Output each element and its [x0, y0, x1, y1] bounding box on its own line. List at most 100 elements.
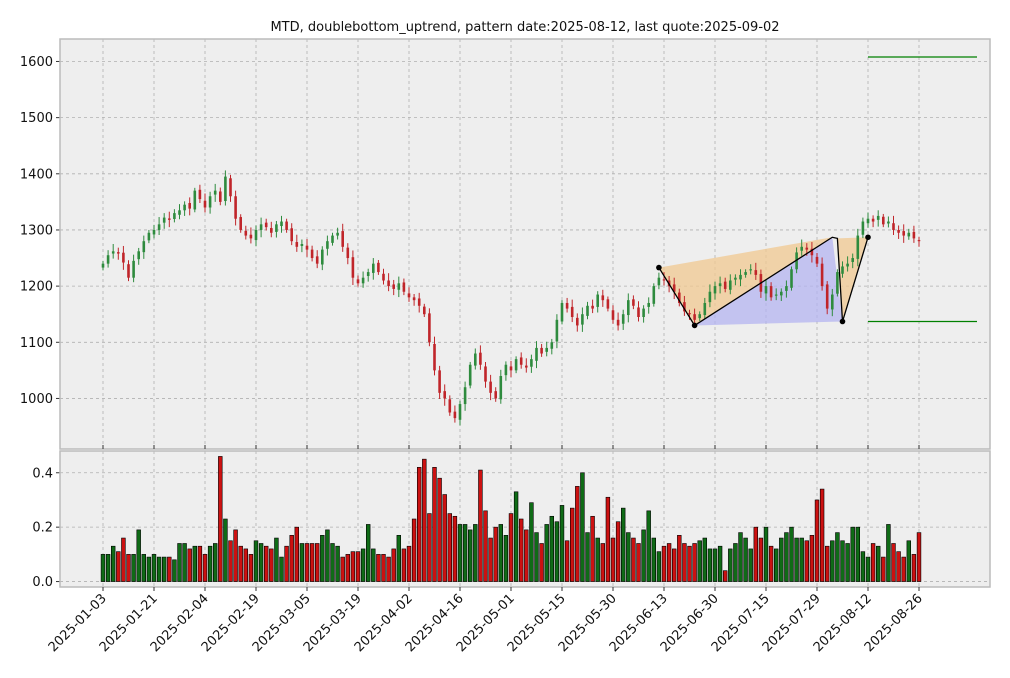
candle-body [397, 283, 401, 290]
candle-body [157, 224, 161, 230]
candle [448, 395, 452, 416]
volume-bar [605, 496, 611, 582]
candle [856, 228, 860, 267]
volume-bar [554, 521, 560, 582]
volume-bar [371, 548, 376, 582]
candle [678, 288, 681, 307]
candle-body [514, 359, 518, 371]
candle-body [219, 191, 222, 202]
candle-body [412, 297, 416, 301]
candle [443, 384, 446, 406]
candle-body [387, 280, 390, 287]
volume-bar [284, 545, 289, 582]
candle-body [382, 273, 385, 281]
candle [621, 309, 625, 330]
volume-bar [682, 543, 687, 582]
volume-y-tick-label: 0.2 [32, 521, 53, 536]
candle [474, 348, 477, 370]
candle-body [892, 223, 895, 230]
volume-bar [416, 467, 422, 582]
volume-bar [636, 543, 641, 582]
candle [882, 213, 885, 228]
volume-bar [126, 554, 131, 582]
candle-body [509, 366, 513, 371]
candle [509, 360, 513, 378]
candle [213, 183, 217, 202]
candle [127, 260, 130, 282]
candle-body [198, 189, 202, 200]
candle [377, 260, 380, 275]
volume-bar [131, 554, 136, 582]
volume-bar [743, 537, 748, 582]
volume-bar [886, 524, 891, 582]
candle [494, 387, 497, 402]
candle-body [239, 217, 242, 230]
candle [193, 187, 197, 213]
candle [168, 211, 171, 228]
candle [132, 254, 135, 283]
candle-body [208, 196, 212, 208]
candle [861, 217, 865, 239]
candle [203, 193, 207, 213]
volume-bar [666, 543, 672, 582]
candle [820, 257, 824, 291]
candle-body [780, 291, 783, 296]
volume-bar [411, 518, 417, 582]
candle-body [264, 222, 268, 228]
candle [356, 275, 360, 287]
volume-bar [692, 543, 697, 582]
volume-bar [258, 543, 264, 582]
candle-body [162, 217, 166, 223]
volume-bar [518, 518, 524, 582]
candle [351, 250, 355, 285]
candle [790, 266, 793, 291]
candle-body [647, 302, 650, 307]
candle [438, 365, 441, 400]
candle-body [897, 229, 900, 233]
candle [402, 278, 406, 296]
candle-body [341, 231, 344, 247]
price-plot-background [60, 39, 990, 449]
volume-bar [228, 540, 233, 582]
volume-bar [391, 548, 396, 582]
candle [239, 214, 242, 233]
candle [576, 313, 579, 332]
volume-bar [355, 551, 361, 582]
candle [749, 264, 752, 275]
candle-body [173, 213, 176, 220]
candle-body [203, 200, 207, 208]
candle-body [917, 240, 921, 242]
candle [453, 405, 457, 423]
volume-bar [274, 537, 279, 582]
candle [703, 297, 707, 319]
volume-bar [218, 456, 223, 582]
volume-bar [819, 488, 825, 582]
candle [764, 279, 768, 301]
candle-body [851, 258, 854, 262]
volume-bar [794, 537, 799, 582]
volume-bar [916, 532, 922, 582]
candle-body [489, 381, 492, 393]
candle-body [815, 256, 819, 264]
candle [382, 268, 385, 285]
volume-bar [279, 556, 284, 582]
volume-bar [320, 535, 325, 582]
candle [198, 184, 202, 203]
candle-body [494, 391, 497, 399]
candle-body [285, 221, 288, 230]
candle-body [887, 221, 890, 224]
candle [540, 343, 543, 357]
candle-body [693, 314, 696, 320]
candle-body [570, 306, 574, 318]
candle [698, 311, 701, 321]
candle-body [377, 262, 380, 273]
volume-bar [891, 543, 896, 582]
volume-bar [712, 548, 718, 582]
candle [122, 245, 125, 270]
volume-bar [304, 543, 310, 582]
candle [285, 218, 288, 233]
candle [907, 228, 911, 240]
candle [244, 225, 248, 240]
candle-body [229, 178, 232, 197]
